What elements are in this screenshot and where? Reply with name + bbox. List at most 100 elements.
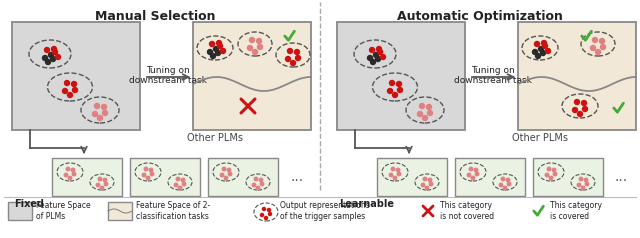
Circle shape [67, 167, 70, 171]
Circle shape [506, 178, 509, 182]
Circle shape [51, 46, 56, 51]
Circle shape [429, 182, 433, 186]
Circle shape [421, 183, 425, 187]
Text: Automatic Optimization: Automatic Optimization [397, 10, 563, 23]
Circle shape [545, 49, 550, 54]
Bar [12, 22, 140, 130]
Circle shape [179, 186, 182, 190]
Circle shape [63, 89, 67, 94]
Circle shape [256, 186, 260, 190]
Circle shape [260, 213, 264, 217]
Circle shape [248, 45, 253, 50]
Circle shape [257, 39, 262, 44]
Circle shape [285, 56, 291, 61]
Circle shape [600, 39, 605, 44]
Circle shape [72, 88, 77, 93]
Circle shape [582, 100, 586, 105]
Circle shape [581, 186, 585, 190]
Circle shape [577, 111, 582, 116]
Circle shape [68, 176, 72, 180]
Text: Tuning on
downstream task: Tuning on downstream task [129, 66, 207, 85]
Circle shape [294, 50, 300, 55]
Circle shape [207, 50, 212, 55]
Circle shape [501, 177, 505, 181]
Circle shape [471, 176, 475, 180]
Circle shape [553, 172, 557, 176]
Circle shape [499, 183, 503, 187]
Circle shape [227, 168, 231, 172]
Text: Fixed: Fixed [14, 199, 44, 209]
Circle shape [262, 208, 266, 211]
Circle shape [469, 167, 473, 171]
Circle shape [376, 46, 381, 51]
Bar [337, 22, 465, 130]
Circle shape [253, 50, 257, 55]
Circle shape [291, 60, 296, 65]
Circle shape [97, 115, 102, 120]
Circle shape [51, 56, 56, 61]
Circle shape [396, 168, 400, 172]
Circle shape [467, 173, 471, 177]
Circle shape [374, 53, 378, 58]
Circle shape [65, 80, 70, 85]
Circle shape [423, 177, 427, 181]
Circle shape [503, 186, 507, 190]
Circle shape [392, 93, 397, 98]
Text: ...: ... [615, 170, 628, 184]
Circle shape [287, 49, 292, 54]
Circle shape [95, 104, 99, 109]
Circle shape [577, 183, 580, 187]
Circle shape [147, 176, 150, 180]
Circle shape [541, 50, 545, 55]
Circle shape [425, 186, 429, 190]
Circle shape [474, 168, 477, 172]
Circle shape [268, 208, 271, 212]
Circle shape [96, 183, 100, 187]
Circle shape [387, 89, 392, 94]
Circle shape [220, 173, 224, 177]
Text: This category
is not covered: This category is not covered [440, 201, 494, 221]
Circle shape [419, 104, 424, 109]
Circle shape [52, 50, 58, 55]
Circle shape [45, 60, 51, 64]
Text: Feature Space
of PLMs: Feature Space of PLMs [36, 201, 91, 221]
Circle shape [216, 50, 221, 55]
Circle shape [538, 46, 543, 51]
Bar [518, 22, 636, 130]
Circle shape [367, 55, 372, 60]
Circle shape [174, 183, 178, 187]
Circle shape [104, 182, 108, 186]
Circle shape [371, 60, 376, 64]
Circle shape [417, 111, 422, 116]
Circle shape [259, 178, 263, 182]
Circle shape [214, 46, 218, 51]
Bar [377, 158, 447, 196]
Text: Other PLMs: Other PLMs [512, 133, 568, 143]
Circle shape [71, 168, 75, 172]
Bar [52, 158, 122, 196]
Circle shape [142, 173, 146, 177]
Circle shape [549, 176, 553, 180]
Circle shape [584, 178, 588, 182]
Circle shape [221, 49, 225, 54]
Text: Other PLMs: Other PLMs [187, 133, 243, 143]
Circle shape [381, 55, 385, 60]
Bar [193, 22, 311, 130]
Circle shape [397, 81, 401, 86]
Circle shape [428, 110, 433, 115]
Circle shape [252, 183, 256, 187]
Circle shape [378, 50, 383, 55]
Circle shape [216, 40, 221, 45]
Bar [130, 158, 200, 196]
Circle shape [144, 167, 148, 171]
Circle shape [99, 177, 102, 181]
Circle shape [428, 178, 432, 182]
Text: Tuning on
downstream task: Tuning on downstream task [454, 66, 532, 85]
Circle shape [575, 99, 579, 104]
Circle shape [264, 216, 268, 219]
Circle shape [573, 108, 577, 113]
Circle shape [595, 50, 600, 55]
Circle shape [369, 48, 374, 53]
Circle shape [476, 172, 479, 176]
Bar [8, 202, 32, 220]
